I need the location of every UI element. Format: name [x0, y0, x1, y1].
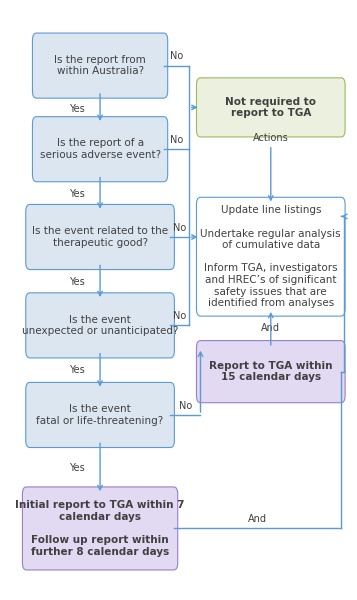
Text: Report to TGA within
15 calendar days: Report to TGA within 15 calendar days	[209, 361, 332, 382]
FancyBboxPatch shape	[196, 341, 345, 403]
Text: Yes: Yes	[69, 277, 85, 287]
Text: Yes: Yes	[69, 104, 85, 114]
Text: Yes: Yes	[69, 189, 85, 199]
FancyBboxPatch shape	[196, 197, 345, 316]
Text: And: And	[248, 514, 267, 524]
Text: Is the event
unexpected or unanticipated?: Is the event unexpected or unanticipated…	[22, 314, 178, 336]
Text: And: And	[261, 323, 280, 334]
Text: Update line listings

Undertake regular analysis
of cumulative data

Inform TGA,: Update line listings Undertake regular a…	[201, 205, 341, 308]
Text: Is the report of a
serious adverse event?: Is the report of a serious adverse event…	[40, 139, 161, 160]
Text: No: No	[173, 223, 186, 233]
FancyBboxPatch shape	[26, 293, 174, 358]
FancyBboxPatch shape	[26, 382, 174, 448]
Text: No: No	[180, 401, 193, 411]
Text: Yes: Yes	[69, 463, 85, 473]
Text: Is the event related to the
therapeutic good?: Is the event related to the therapeutic …	[32, 226, 168, 248]
Text: No: No	[170, 135, 183, 145]
Text: Is the event
fatal or life-threatening?: Is the event fatal or life-threatening?	[36, 404, 164, 426]
Text: Is the report from
within Australia?: Is the report from within Australia?	[54, 55, 146, 76]
Text: Not required to
report to TGA: Not required to report to TGA	[225, 97, 316, 118]
FancyBboxPatch shape	[32, 33, 168, 98]
Text: No: No	[170, 52, 183, 61]
FancyBboxPatch shape	[26, 205, 174, 269]
FancyBboxPatch shape	[22, 487, 178, 570]
Text: No: No	[173, 311, 186, 321]
Text: Yes: Yes	[69, 365, 85, 376]
Text: Actions: Actions	[253, 133, 289, 143]
FancyBboxPatch shape	[196, 78, 345, 137]
Text: Initial report to TGA within 7
calendar days

Follow up report within
further 8 : Initial report to TGA within 7 calendar …	[15, 500, 185, 557]
FancyBboxPatch shape	[32, 116, 168, 182]
